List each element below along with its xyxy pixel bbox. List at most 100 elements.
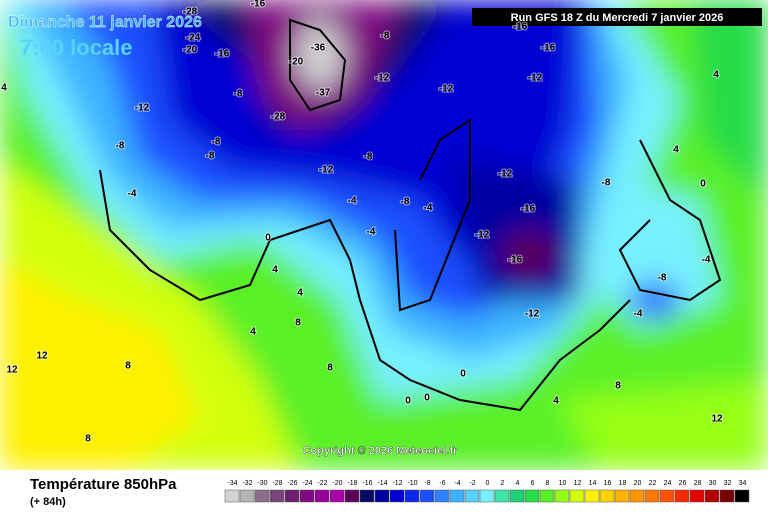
- scale-swatch: [464, 489, 480, 503]
- contour-label: -16: [508, 255, 523, 266]
- scale-label: 30: [709, 480, 717, 487]
- contour-label: -8: [234, 89, 243, 100]
- contour-label: 8: [615, 381, 621, 392]
- footer-title: Température 850hPa: [30, 476, 177, 493]
- scale-swatch: [644, 489, 660, 503]
- time-text: 7:00 locale: [20, 35, 133, 60]
- contour-label: 4: [250, 327, 256, 338]
- scale-label: 8: [546, 480, 550, 487]
- contour-label: -20: [289, 57, 304, 68]
- date-text: Dimanche 11 janvier 2026: [8, 14, 202, 31]
- scale-label: -14: [377, 480, 387, 487]
- contour-label: -12: [498, 169, 513, 180]
- scale-swatch: [674, 489, 690, 503]
- scale-swatch: [269, 489, 285, 503]
- contour-label: -12: [525, 309, 540, 320]
- contour-label: -12: [319, 165, 334, 176]
- contour-label: 8: [295, 318, 301, 329]
- scale-label: 12: [574, 480, 582, 487]
- contour-label: -8: [401, 197, 410, 208]
- contour-label: 0: [265, 233, 271, 244]
- scale-swatch: [449, 489, 465, 503]
- scale-swatch: [539, 489, 555, 503]
- temperature-field: [0, 0, 768, 470]
- scale-swatch: [389, 489, 405, 503]
- copyright: Copyright © 2026 Meteociel.fr: [303, 445, 459, 457]
- scale-label: 16: [604, 480, 612, 487]
- contour-label: -24: [186, 33, 201, 44]
- contour-label: 4: [297, 288, 303, 299]
- contour-label: -4: [348, 196, 357, 207]
- contour-label: -12: [475, 230, 490, 241]
- contour-label: 0: [460, 369, 466, 380]
- contour-label: -8: [212, 137, 221, 148]
- scale-swatch: [494, 489, 510, 503]
- scale-label: -34: [227, 480, 237, 487]
- scale-swatch: [599, 489, 615, 503]
- scale-label: -8: [424, 480, 430, 487]
- scale-label: -10: [407, 480, 417, 487]
- run-text: Run GFS 18 Z du Mercredi 7 janvier 2026: [511, 12, 724, 24]
- scale-label: -6: [439, 480, 445, 487]
- scale-label: 10: [559, 480, 567, 487]
- scale-swatch: [434, 489, 450, 503]
- contour-label: -4: [634, 309, 643, 320]
- contour-label: 4: [272, 265, 278, 276]
- scale-swatch: [719, 489, 735, 503]
- scale-swatch: [479, 489, 495, 503]
- contour-label: -12: [135, 103, 150, 114]
- contour-label: -8: [658, 273, 667, 284]
- scale-label: -20: [332, 480, 342, 487]
- scale-label: -28: [272, 480, 282, 487]
- scale-swatch: [284, 489, 300, 503]
- contour-label: -8: [206, 151, 215, 162]
- contour-label: -4: [702, 255, 711, 266]
- contour-label: -16: [251, 0, 266, 10]
- scale-swatch: [524, 489, 540, 503]
- scale-label: 22: [649, 480, 657, 487]
- contour-label: -16: [541, 43, 556, 54]
- contour-label: 0: [424, 393, 430, 404]
- contour-label: 12: [711, 414, 723, 425]
- scale-swatch: [554, 489, 570, 503]
- contour-label: -16: [215, 49, 230, 60]
- contour-label: -4: [367, 227, 376, 238]
- scale-swatch: [359, 489, 375, 503]
- contour-label: -8: [364, 152, 373, 163]
- scale-label: 26: [679, 480, 687, 487]
- contour-label: -16: [521, 204, 536, 215]
- contour-label: -8: [116, 141, 125, 152]
- scale-swatch: [224, 489, 240, 503]
- scale-swatch: [404, 489, 420, 503]
- scale-swatch: [734, 489, 750, 503]
- scale-label: 6: [531, 480, 535, 487]
- contour-label: 8: [327, 363, 333, 374]
- scale-swatch: [584, 489, 600, 503]
- scale-label: -16: [362, 480, 372, 487]
- contour-label: 0: [405, 396, 411, 407]
- scale-label: 4: [516, 480, 520, 487]
- contour-label: -8: [602, 178, 611, 189]
- contour-label: -12: [528, 73, 543, 84]
- contour-label: 12: [36, 351, 48, 362]
- scale-label: 24: [664, 480, 672, 487]
- contour-label: -16: [513, 22, 528, 33]
- scale-label: 32: [724, 480, 732, 487]
- scale-label: 28: [694, 480, 702, 487]
- scale-swatch: [659, 489, 675, 503]
- contour-label: -12: [375, 73, 390, 84]
- scale-label: -30: [257, 480, 267, 487]
- scale-swatch: [314, 489, 330, 503]
- scale-swatch: [569, 489, 585, 503]
- contour-label: -28: [271, 112, 286, 123]
- scale-label: -2: [469, 480, 475, 487]
- scale-label: 20: [634, 480, 642, 487]
- contour-label: -4: [128, 189, 137, 200]
- scale-label: -32: [242, 480, 252, 487]
- contour-labels: -28-24-20 -16-20-16-12-8-8-8-8-12-12-12-8…: [0, 0, 724, 446]
- scale-label: -22: [317, 480, 327, 487]
- contour-label: 4: [553, 396, 559, 407]
- scale-label: -26: [287, 480, 297, 487]
